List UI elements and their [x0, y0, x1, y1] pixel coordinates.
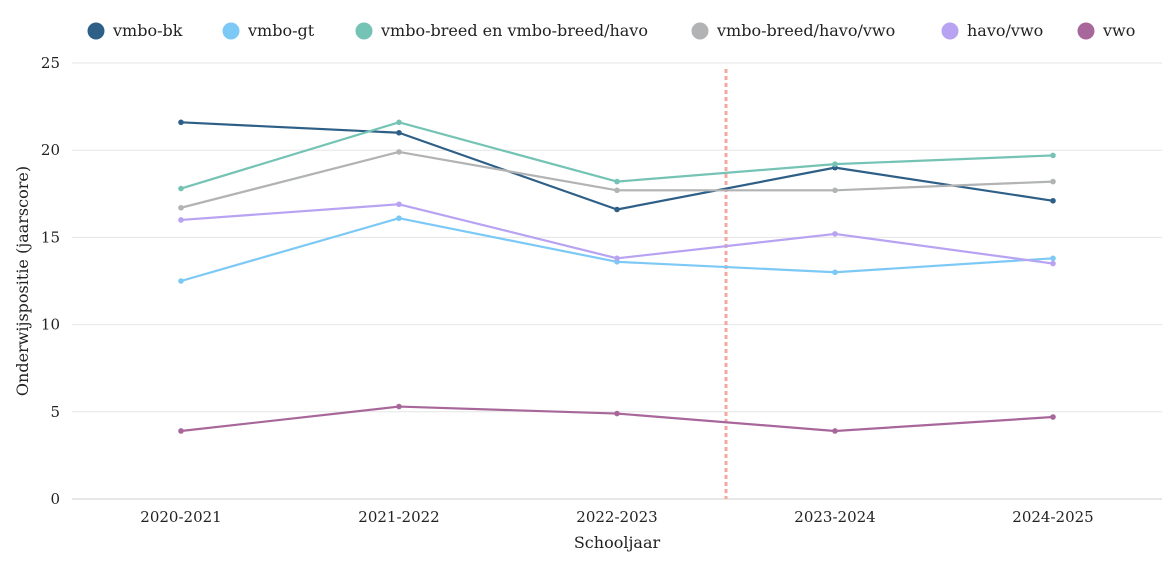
x-tick-label: 2021-2022	[358, 508, 439, 526]
legend-item-vmbo-breed-en-vmbo-breed-havo: vmbo-breed en vmbo-breed/havo	[355, 21, 648, 40]
legend-marker	[222, 22, 240, 40]
series-havo-vwo	[178, 201, 1056, 267]
data-point	[832, 161, 838, 167]
data-point	[614, 187, 620, 194]
series-line	[180, 217, 1054, 283]
legend-marker	[941, 22, 959, 40]
data-point	[396, 119, 402, 126]
legend-item-havo-vwo: havo/vwo	[941, 21, 1043, 40]
series-vmbo-gt	[178, 215, 1056, 284]
data-point	[1050, 414, 1056, 420]
data-point	[396, 403, 402, 410]
legend-label: vmbo-breed/havo/vwo	[716, 21, 895, 40]
data-point	[1050, 178, 1056, 185]
series-group	[178, 119, 1056, 434]
y-tick-label: 0	[50, 490, 60, 508]
y-tick-label: 15	[41, 228, 60, 246]
legend-item-vwo: vwo	[1077, 21, 1135, 40]
series-vmbo-bk	[178, 119, 1056, 213]
x-axis-title: Schooljaar	[574, 533, 661, 552]
legend-item-vmbo-gt: vmbo-gt	[222, 21, 315, 40]
legend-item-vmbo-bk: vmbo-bk	[87, 21, 183, 40]
data-point	[396, 215, 402, 222]
data-point	[178, 278, 184, 284]
data-point	[832, 231, 838, 237]
legend-marker	[355, 22, 373, 40]
legend-marker	[87, 22, 105, 40]
series-line	[180, 405, 1054, 433]
series-line	[180, 121, 1054, 190]
series-line	[180, 121, 1054, 211]
data-point	[1050, 197, 1056, 204]
legend-label: havo/vwo	[967, 21, 1043, 40]
x-tick-label: 2020-2021	[140, 508, 221, 526]
data-point	[832, 428, 838, 434]
data-point	[396, 149, 402, 155]
data-point	[178, 217, 184, 223]
data-point	[614, 255, 620, 262]
y-tick-label: 5	[50, 403, 60, 421]
legend-label: vmbo-breed en vmbo-breed/havo	[380, 21, 648, 40]
legend-marker	[691, 22, 709, 40]
x-tick-label: 2024-2025	[1012, 508, 1093, 526]
y-tick-label: 20	[41, 141, 60, 159]
legend-label: vmbo-bk	[112, 21, 183, 40]
data-point	[614, 206, 620, 213]
data-point	[178, 185, 184, 192]
y-tick-label: 10	[41, 316, 60, 334]
series-line	[180, 203, 1054, 265]
y-axis-title: Onderwijspositie (jaarscore)	[13, 166, 32, 396]
data-point	[178, 428, 184, 434]
data-point	[832, 269, 838, 276]
data-point	[1050, 152, 1056, 159]
data-point	[1050, 255, 1056, 262]
data-point	[832, 187, 838, 194]
legend-marker	[1077, 22, 1095, 40]
data-point	[1050, 260, 1056, 267]
data-point	[396, 129, 402, 136]
data-point	[396, 201, 402, 208]
x-tick-label: 2023-2024	[794, 508, 875, 526]
legend: vmbo-bk vmbo-gt vmbo-breed en vmbo-breed/h…	[87, 21, 1135, 40]
grid-lines	[72, 62, 1162, 500]
data-point	[178, 119, 184, 126]
y-tick-label: 25	[41, 54, 60, 72]
series-vmbo-breed-en-vmbo-breed-havo	[178, 119, 1056, 192]
y-axis-ticks: 0 5 10 15 20 25	[41, 54, 60, 508]
data-point	[178, 204, 184, 211]
x-axis-ticks: 2020-2021 2021-2022 2022-2023 2023-2024 2024…	[140, 508, 1093, 526]
series-vmbo-breed-havo-vwo	[178, 149, 1056, 211]
series-vwo	[178, 403, 1056, 434]
data-point	[614, 410, 620, 417]
x-tick-label: 2022-2023	[576, 508, 657, 526]
legend-label: vmbo-gt	[247, 21, 315, 40]
legend-label: vwo	[1102, 21, 1135, 40]
data-point	[614, 178, 620, 185]
legend-item-vmbo-breed-havo-vwo: vmbo-breed/havo/vwo	[691, 21, 895, 40]
